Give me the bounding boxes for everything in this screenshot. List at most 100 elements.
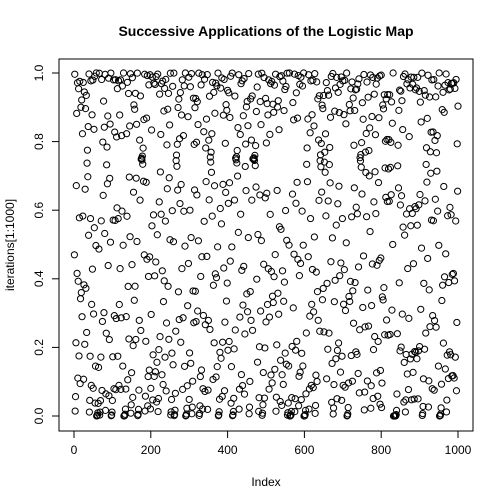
data-point (410, 73, 418, 81)
data-point (115, 381, 123, 389)
data-point (440, 182, 448, 191)
data-point (320, 328, 328, 336)
data-point (353, 210, 361, 218)
data-point (154, 394, 163, 403)
data-point (349, 319, 358, 327)
data-point (403, 80, 411, 88)
data-point (240, 262, 248, 270)
data-point (368, 260, 376, 268)
data-point (73, 109, 81, 118)
data-point (364, 322, 373, 330)
data-point (88, 265, 97, 273)
data-point (81, 340, 89, 348)
data-point (272, 393, 280, 401)
data-point (129, 393, 137, 401)
data-point (131, 282, 139, 290)
data-point (278, 267, 287, 275)
data-point (205, 92, 214, 100)
data-point (302, 329, 310, 337)
data-point (393, 330, 401, 338)
data-point (358, 99, 366, 107)
data-point (394, 162, 402, 170)
data-point (222, 297, 231, 305)
data-point (146, 405, 155, 413)
data-point (265, 313, 274, 321)
data-point (231, 92, 239, 100)
data-point (97, 217, 105, 225)
data-point (167, 395, 176, 404)
data-point (225, 179, 234, 187)
data-point (118, 132, 126, 140)
data-point (168, 207, 176, 215)
data-point (174, 288, 183, 296)
data-point (335, 109, 343, 117)
data-point (255, 343, 264, 351)
data-point (311, 401, 320, 410)
data-point (430, 316, 439, 325)
data-point (452, 217, 460, 225)
data-point (252, 183, 260, 191)
data-point (355, 389, 363, 397)
data-point (400, 358, 408, 367)
data-point (228, 69, 236, 77)
data-point (298, 207, 306, 215)
data-point (124, 376, 132, 384)
data-point (369, 346, 378, 354)
data-point (366, 124, 374, 132)
data-point (252, 107, 260, 116)
data-point (371, 131, 380, 139)
data-point (188, 410, 196, 418)
data-point (164, 282, 172, 290)
data-point (337, 259, 345, 267)
data-point (153, 231, 161, 239)
data-point (227, 363, 236, 371)
data-point (378, 293, 386, 301)
data-point (266, 130, 274, 138)
data-point (84, 231, 93, 239)
data-point (183, 404, 191, 412)
data-point (356, 326, 364, 334)
data-point (107, 69, 115, 77)
data-point (359, 115, 367, 123)
data-point (305, 405, 313, 413)
data-point (381, 137, 390, 145)
data-point (281, 85, 289, 94)
data-point (420, 87, 428, 95)
data-point (432, 149, 441, 157)
data-point (292, 199, 300, 207)
data-point (145, 366, 153, 374)
data-point (215, 411, 223, 419)
data-point (79, 212, 87, 220)
data-point (122, 313, 130, 321)
data-point (199, 311, 208, 320)
data-point (255, 407, 263, 415)
data-point (72, 182, 80, 190)
data-point (193, 98, 201, 106)
data-point (71, 407, 79, 415)
data-point (385, 197, 393, 205)
data-point (253, 358, 262, 366)
data-point (380, 91, 388, 99)
data-point (217, 84, 225, 92)
data-point (204, 405, 212, 414)
data-point (228, 243, 236, 251)
data-point (207, 168, 216, 176)
data-point (344, 379, 353, 387)
data-point (181, 242, 189, 250)
data-point (417, 244, 426, 252)
data-point (233, 146, 241, 155)
data-point (209, 281, 217, 289)
data-point (298, 82, 307, 90)
data-point (296, 259, 305, 267)
data-point (237, 370, 246, 379)
data-point (401, 231, 409, 239)
data-point (293, 114, 302, 122)
data-point (258, 409, 267, 417)
data-point (394, 141, 402, 149)
data-point (163, 185, 171, 193)
data-point (442, 70, 450, 78)
data-point (226, 113, 234, 122)
data-point (248, 196, 256, 204)
data-point (217, 220, 226, 228)
data-point (245, 69, 253, 78)
